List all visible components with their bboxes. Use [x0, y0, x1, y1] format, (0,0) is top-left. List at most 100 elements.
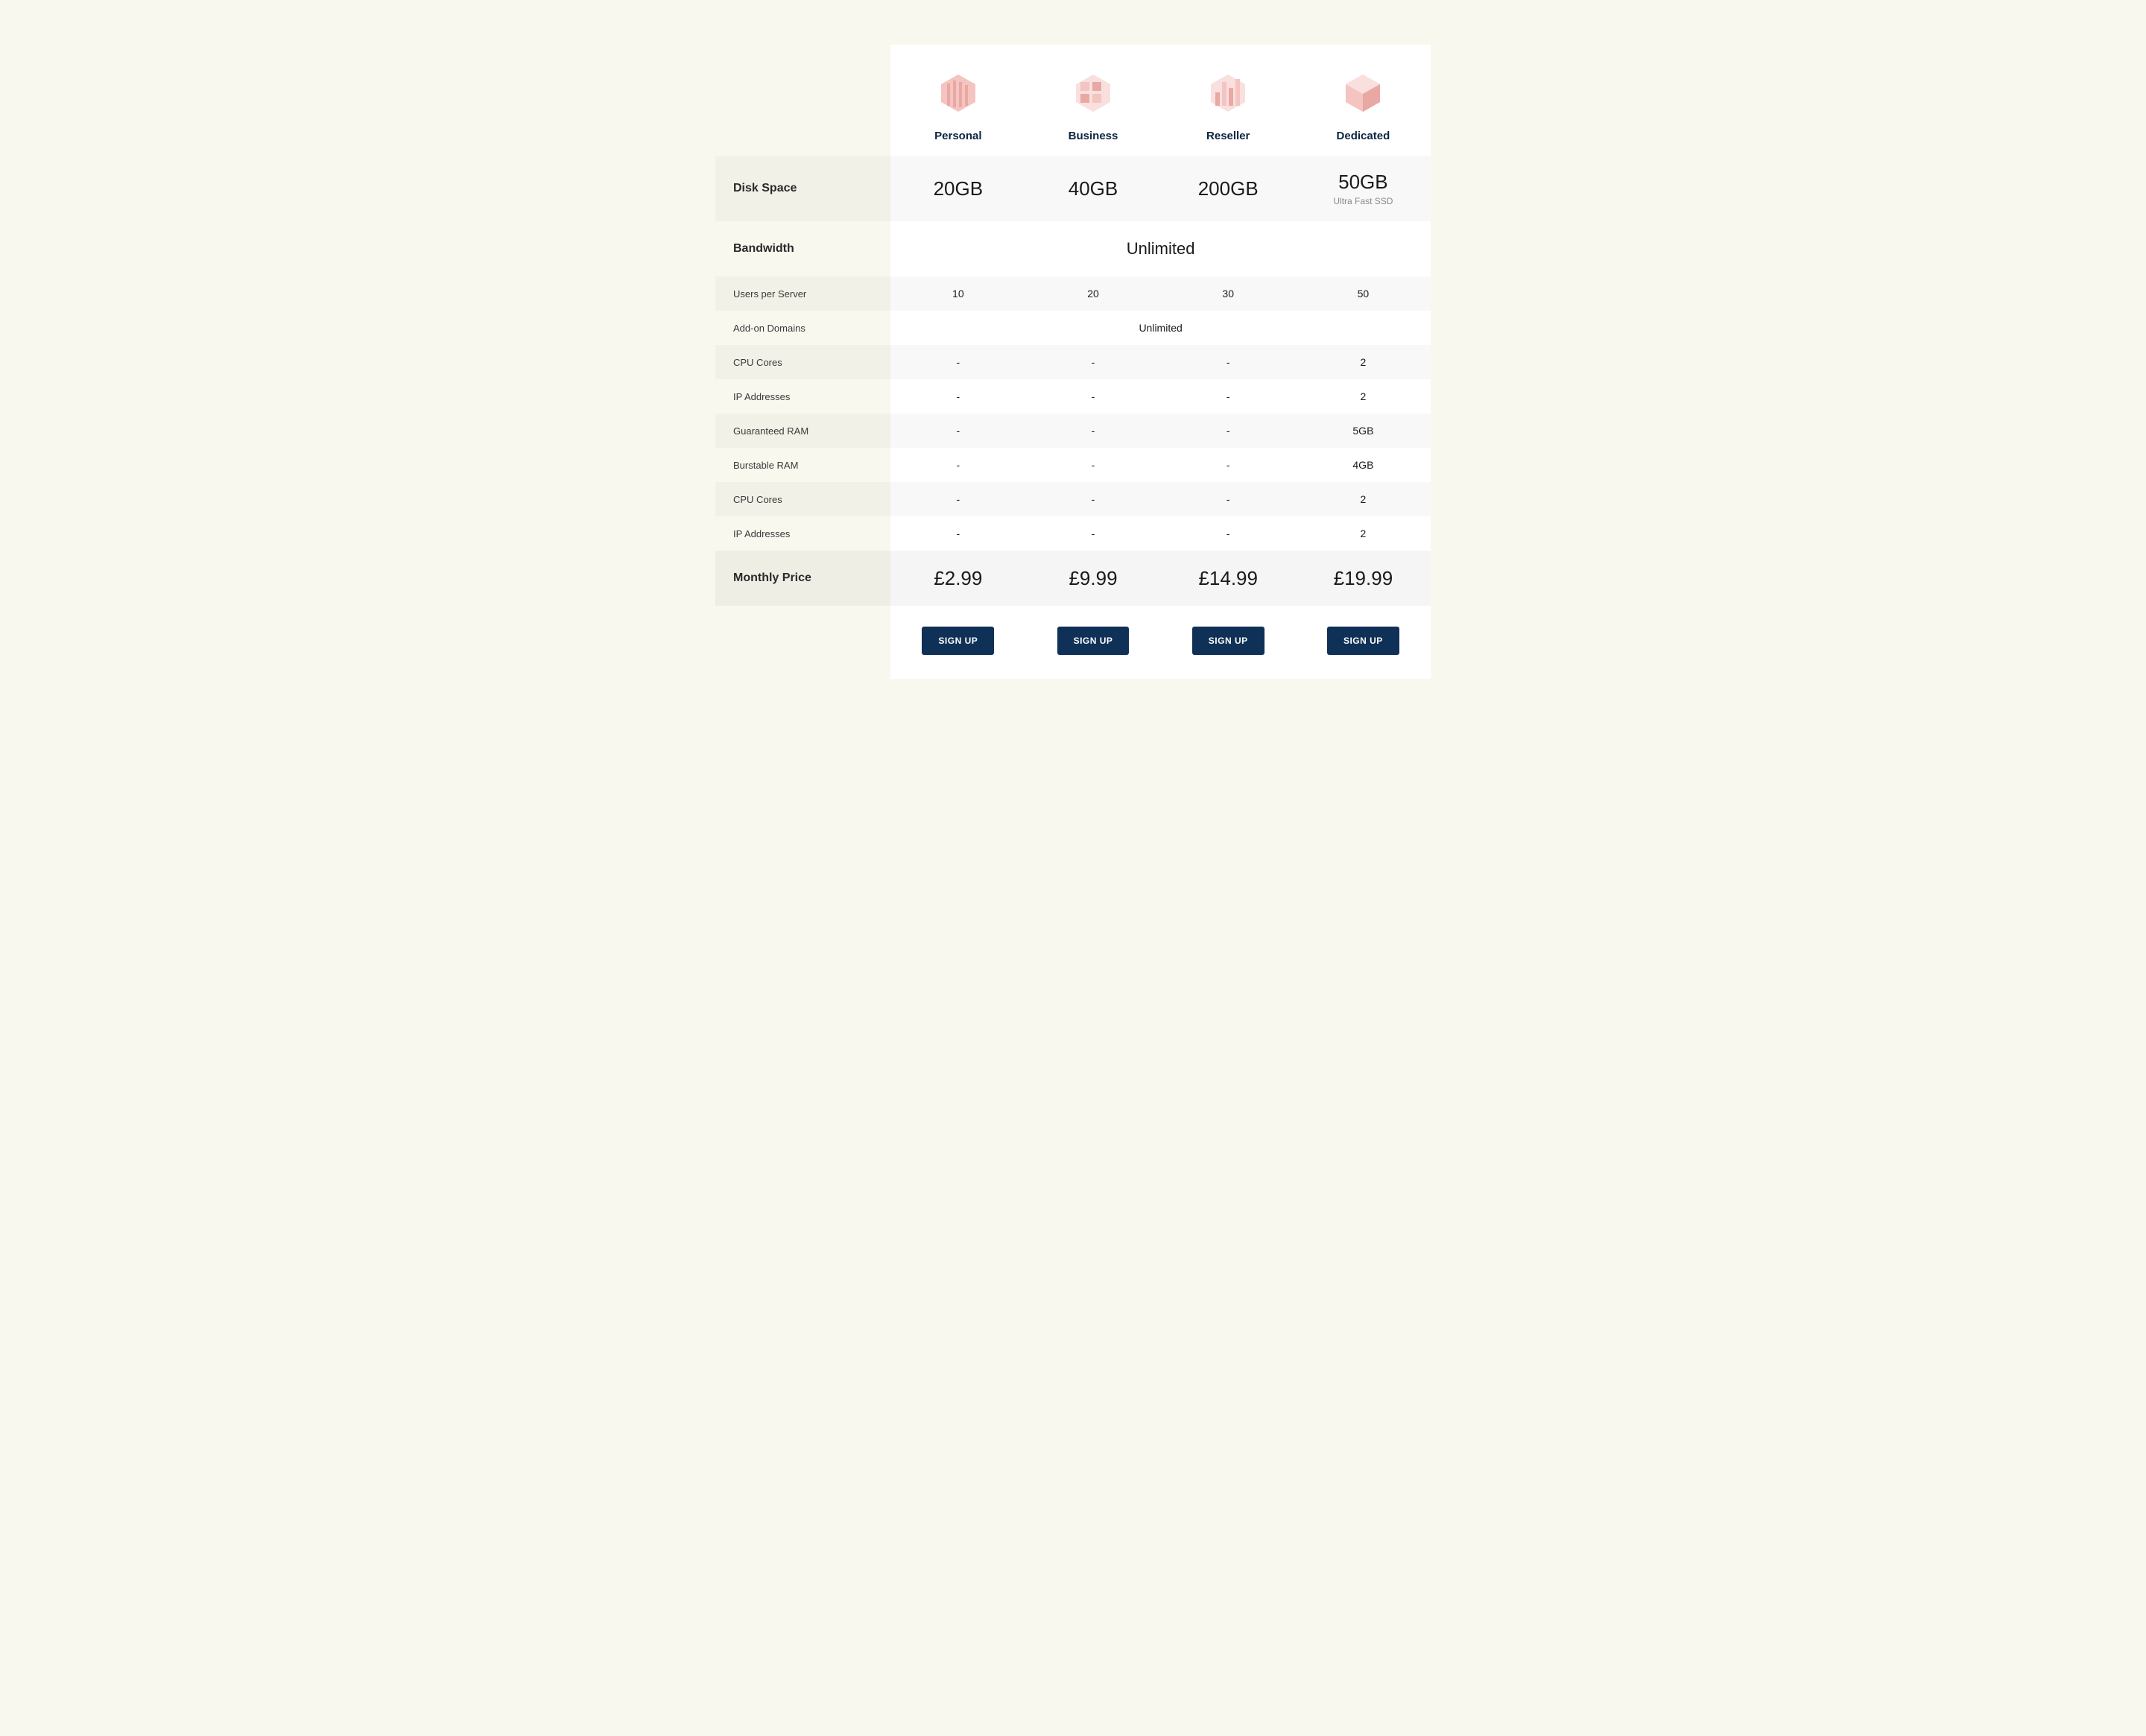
row-label: Bandwidth [715, 221, 890, 276]
signup-cell: SIGN UP [890, 606, 1025, 679]
row-value: - [1161, 448, 1296, 482]
feature-row: Burstable RAM---4GB [715, 448, 1431, 482]
row-span-value: Unlimited [890, 221, 1431, 276]
row-value: £9.99 [1025, 551, 1160, 606]
feature-row: IP Addresses---2 [715, 379, 1431, 414]
row-value: 200GB [1161, 156, 1296, 221]
row-value: £19.99 [1296, 551, 1431, 606]
row-value: - [1025, 482, 1160, 516]
pricing-table-container: Personal Business Reseller DedicatedDisk… [715, 45, 1431, 679]
row-value: 2 [1296, 516, 1431, 551]
row-value-text: - [1092, 425, 1095, 437]
plan-name: Personal [890, 130, 1025, 142]
row-value: 20GB [890, 156, 1025, 221]
row-value: 30 [1161, 276, 1296, 311]
row-value-text: - [956, 390, 960, 402]
row-value: 20 [1025, 276, 1160, 311]
plan-header-dedicated: Dedicated [1296, 45, 1431, 156]
row-label: CPU Cores [715, 482, 890, 516]
row-value: - [1161, 516, 1296, 551]
signup-button-personal[interactable]: SIGN UP [922, 627, 994, 655]
row-value-text: - [956, 493, 960, 505]
signup-row: SIGN UP SIGN UP SIGN UP SIGN UP [715, 606, 1431, 679]
row-value: - [1025, 345, 1160, 379]
row-value: 2 [1296, 482, 1431, 516]
row-value-text: 20 [1087, 288, 1099, 300]
signup-button-reseller[interactable]: SIGN UP [1192, 627, 1265, 655]
plan-name: Dedicated [1296, 130, 1431, 142]
row-value-text: 50 [1358, 288, 1370, 300]
row-value: - [1161, 379, 1296, 414]
footer-spacer [715, 606, 890, 679]
feature-row: IP Addresses - - - 2 [715, 516, 1431, 551]
signup-button-dedicated[interactable]: SIGN UP [1327, 627, 1399, 655]
row-value: - [1161, 482, 1296, 516]
plan-header-reseller: Reseller [1161, 45, 1296, 156]
plan-icon [1072, 72, 1115, 115]
row-value-text: 50GB [1338, 171, 1388, 193]
row-value: - [1025, 448, 1160, 482]
row-value: - [890, 516, 1025, 551]
row-value-text: - [1092, 493, 1095, 505]
plan-icon [937, 72, 980, 115]
row-label: IP Addresses [715, 516, 890, 551]
row-value-text: 200GB [1198, 177, 1259, 200]
header-spacer [715, 45, 890, 156]
row-value-text: 4GB [1352, 459, 1373, 471]
plan-header-row: Personal Business Reseller Dedicated [715, 45, 1431, 156]
row-span-value: Unlimited [890, 311, 1431, 345]
row-value: - [890, 345, 1025, 379]
row-value-text: - [1226, 528, 1230, 539]
row-value-text: 2 [1361, 493, 1367, 505]
row-label: Monthly Price [715, 551, 890, 606]
row-value: 5GB [1296, 414, 1431, 448]
row-value-text: 5GB [1352, 425, 1373, 437]
plan-icon [1341, 72, 1384, 115]
row-value: 4GB [1296, 448, 1431, 482]
row-value: - [1025, 516, 1160, 551]
row-value-text: - [956, 356, 960, 368]
plan-name: Business [1025, 130, 1160, 142]
row-value-text: - [956, 528, 960, 539]
row-value: - [890, 379, 1025, 414]
row-value: 10 [890, 276, 1025, 311]
row-label: Guaranteed RAM [715, 414, 890, 448]
row-value-text: - [1226, 425, 1230, 437]
row-value-subtext: Ultra Fast SSD [1296, 196, 1431, 206]
row-value-text: 30 [1222, 288, 1234, 300]
signup-cell: SIGN UP [1025, 606, 1160, 679]
row-value-text: £2.99 [934, 567, 982, 589]
row-value-text: - [1092, 356, 1095, 368]
row-value: 50 [1296, 276, 1431, 311]
row-value: 2 [1296, 345, 1431, 379]
feature-row: Guaranteed RAM---5GB [715, 414, 1431, 448]
row-value-text: 10 [952, 288, 964, 300]
feature-row: Add-on DomainsUnlimited [715, 311, 1431, 345]
row-value-text: £14.99 [1198, 567, 1258, 589]
plan-header-business: Business [1025, 45, 1160, 156]
row-value-text: 2 [1361, 390, 1367, 402]
row-value-text: - [1226, 459, 1230, 471]
row-label: Burstable RAM [715, 448, 890, 482]
row-value: - [1025, 414, 1160, 448]
plan-icon [1206, 72, 1250, 115]
row-value-text: £9.99 [1069, 567, 1117, 589]
row-label: Users per Server [715, 276, 890, 311]
row-value-text: - [1226, 390, 1230, 402]
feature-row: Disk Space20GB40GB200GB50GBUltra Fast SS… [715, 156, 1431, 221]
signup-cell: SIGN UP [1161, 606, 1296, 679]
row-label: Disk Space [715, 156, 890, 221]
row-value-text: £19.99 [1334, 567, 1393, 589]
row-value-text: 20GB [934, 177, 984, 200]
feature-row: Monthly Price £2.99 £9.99 £14.99 £19.99 [715, 551, 1431, 606]
row-value: - [890, 448, 1025, 482]
feature-row: CPU Cores---2 [715, 345, 1431, 379]
row-value-text: - [1226, 356, 1230, 368]
feature-row: Users per Server 10 20 30 50 [715, 276, 1431, 311]
feature-row: CPU Cores - - - 2 [715, 482, 1431, 516]
row-value: - [1161, 345, 1296, 379]
row-value: - [1161, 414, 1296, 448]
row-label: Add-on Domains [715, 311, 890, 345]
signup-cell: SIGN UP [1296, 606, 1431, 679]
signup-button-business[interactable]: SIGN UP [1057, 627, 1130, 655]
